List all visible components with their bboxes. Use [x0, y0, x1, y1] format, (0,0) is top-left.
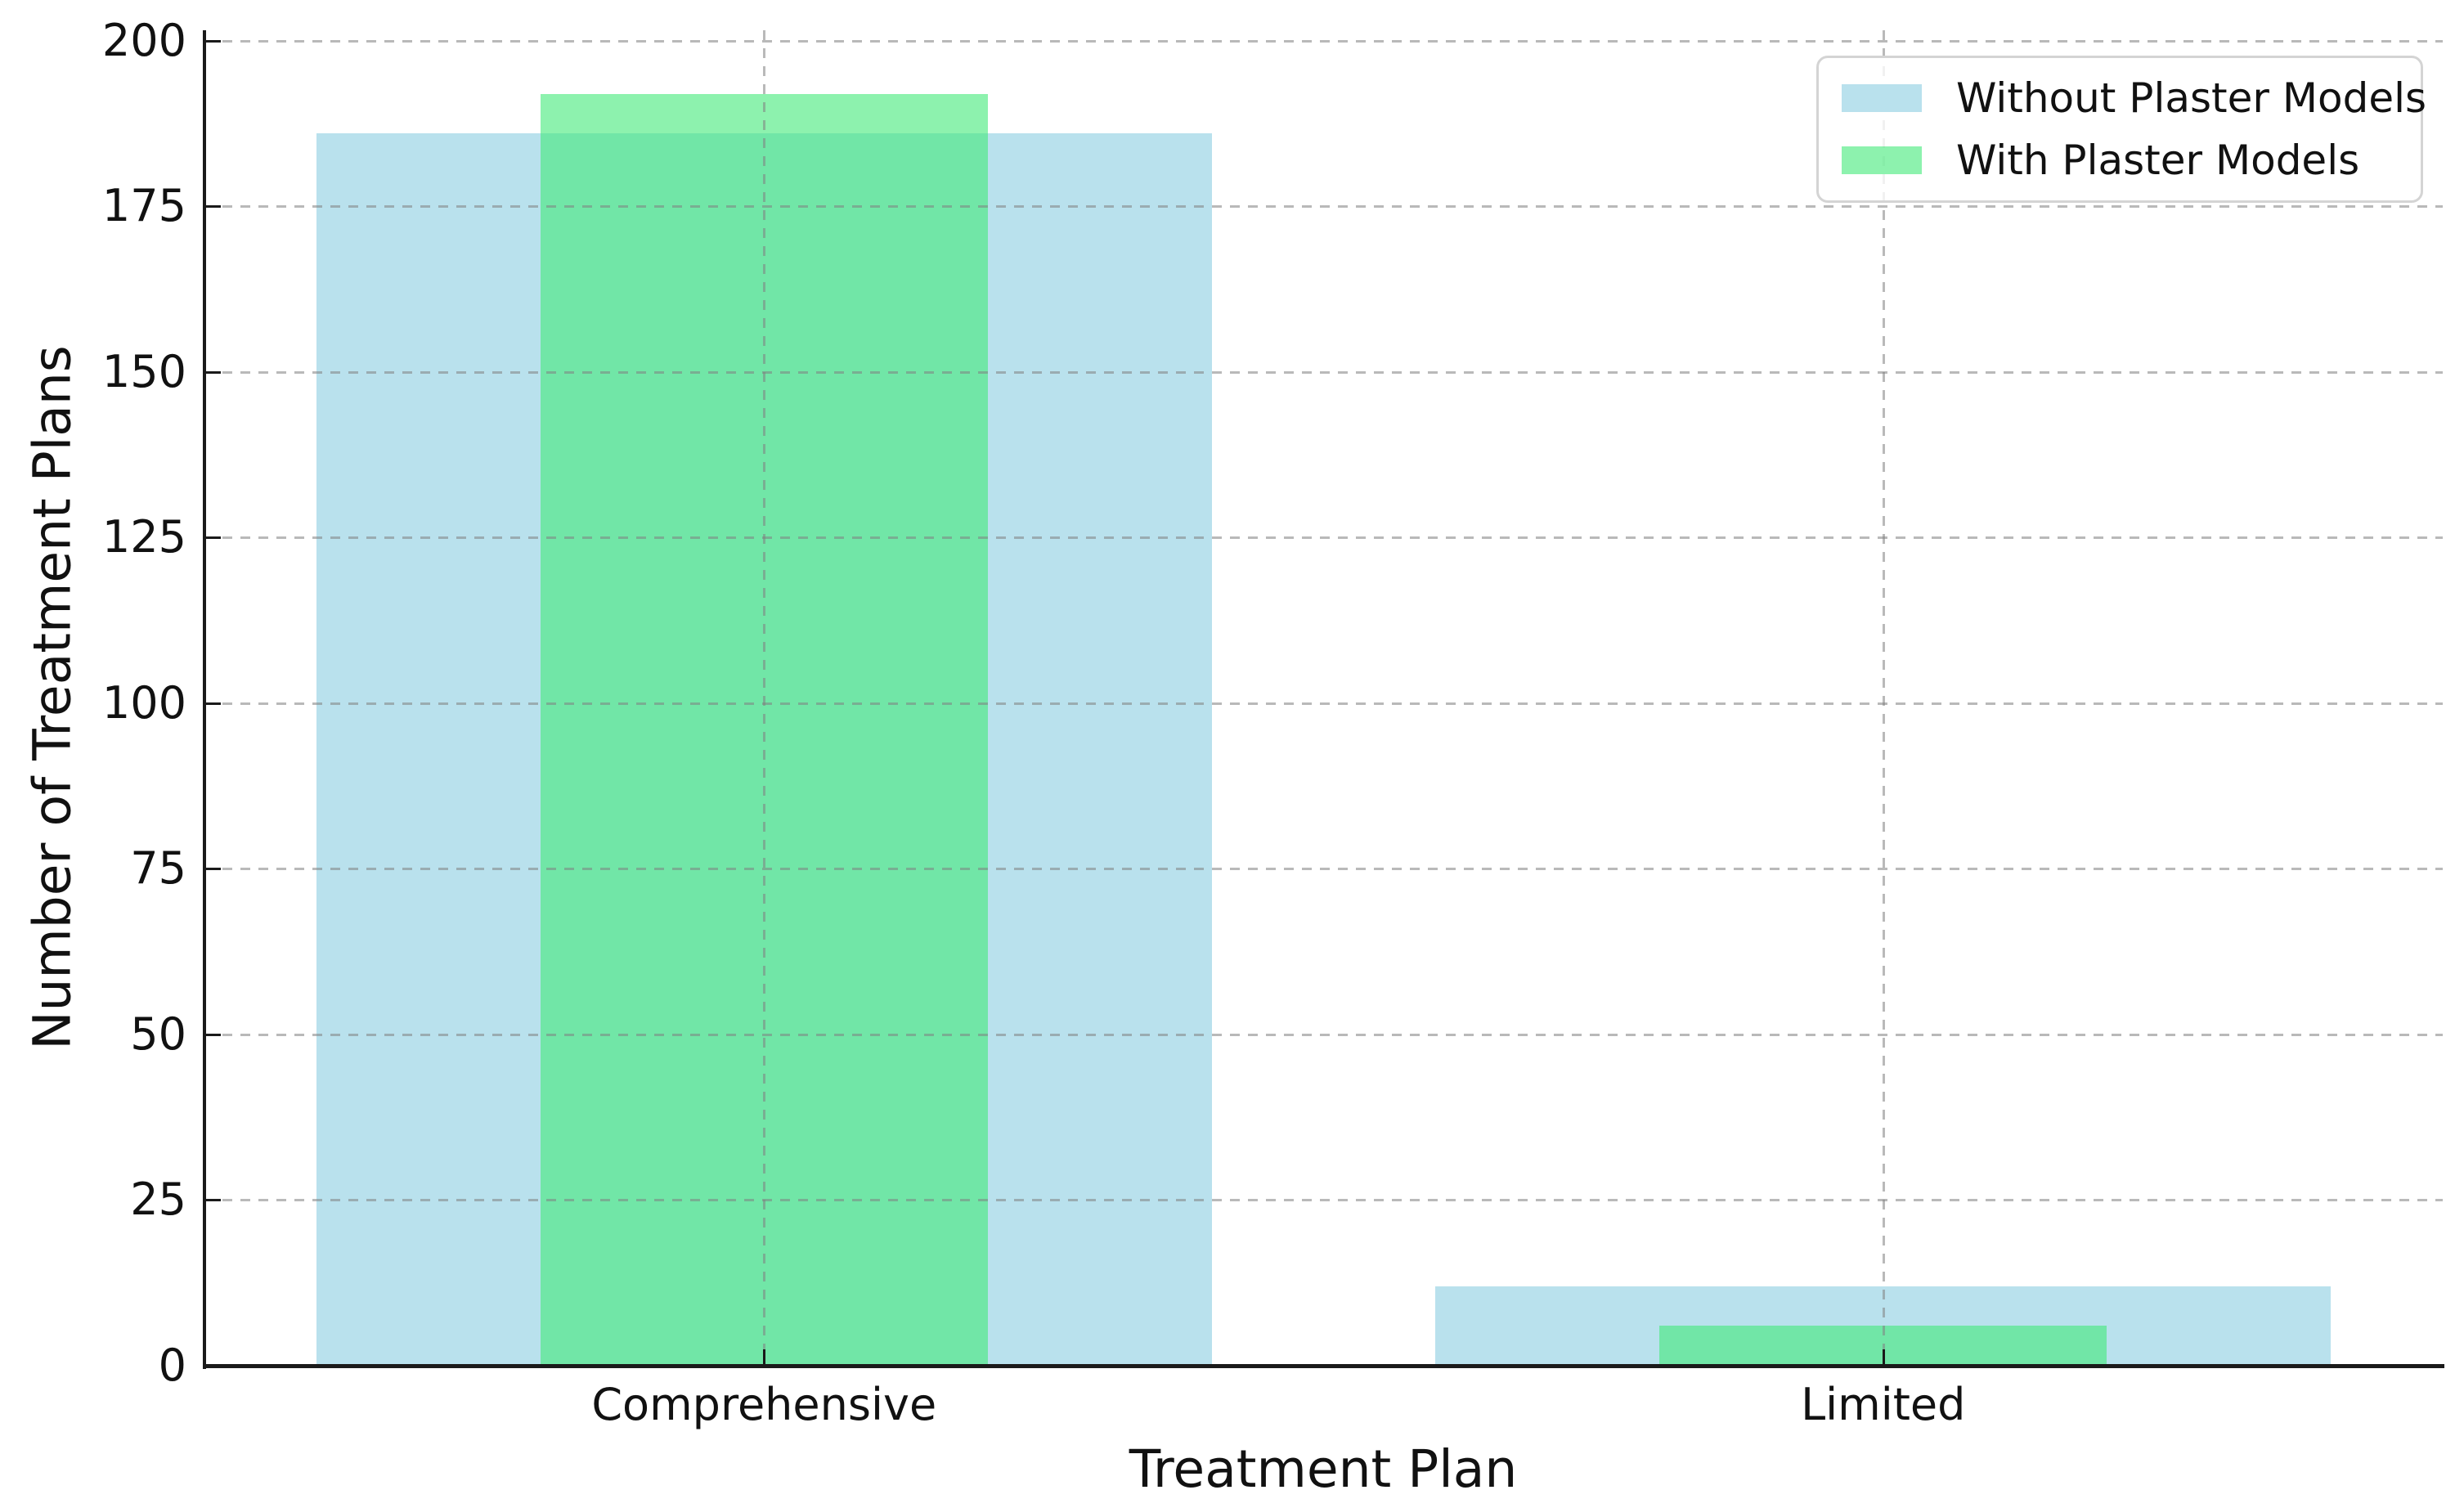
y-tick-mark-0 — [204, 1365, 221, 1367]
y-tick-label-50: 50 — [130, 1008, 186, 1060]
legend-row-0: Without Plaster Models — [1842, 78, 2426, 119]
gridline-y-100 — [204, 702, 2443, 705]
y-tick-mark-75 — [204, 868, 221, 871]
y-tick-mark-50 — [204, 1033, 221, 1036]
gridline-x-comprehensive — [763, 30, 766, 1366]
x-tick-mark-comprehensive — [763, 1349, 766, 1366]
y-axis-label: Number of Treatment Plans — [22, 345, 83, 1050]
gridline-y-50 — [204, 1033, 2443, 1036]
gridline-y-125 — [204, 536, 2443, 540]
y-axis-spine — [203, 30, 206, 1369]
y-tick-mark-150 — [204, 370, 221, 374]
gridline-y-25 — [204, 1199, 2443, 1202]
y-tick-label-25: 25 — [130, 1174, 186, 1226]
y-tick-mark-25 — [204, 1199, 221, 1202]
x-tick-label-comprehensive: Comprehensive — [591, 1379, 937, 1430]
x-tick-mark-limited — [1882, 1349, 1885, 1366]
gridline-y-175 — [204, 205, 2443, 209]
legend-row-1: With Plaster Models — [1842, 140, 2398, 181]
gridline-y-75 — [204, 868, 2443, 871]
y-tick-mark-125 — [204, 536, 221, 540]
x-axis-spine — [203, 1364, 2444, 1368]
y-tick-label-0: 0 — [158, 1340, 186, 1391]
y-tick-mark-100 — [204, 702, 221, 705]
y-tick-mark-200 — [204, 39, 221, 43]
gridline-y-150 — [204, 370, 2443, 374]
gridline-x-limited — [1882, 30, 1885, 1366]
x-tick-label-limited: Limited — [1801, 1379, 1966, 1430]
y-tick-label-125: 125 — [101, 511, 186, 563]
legend-label-1: With Plaster Models — [1956, 137, 2360, 184]
x-axis-label: Treatment Plan — [1129, 1439, 1518, 1499]
plot-area — [203, 30, 2444, 1369]
gridline-y-200 — [204, 39, 2443, 43]
y-tick-label-200: 200 — [101, 14, 186, 66]
legend-swatch-0 — [1842, 84, 1922, 112]
y-tick-label-150: 150 — [101, 345, 186, 397]
y-tick-mark-175 — [204, 205, 221, 209]
legend-label-0: Without Plaster Models — [1956, 74, 2427, 122]
legend-swatch-1 — [1842, 146, 1922, 174]
y-tick-label-75: 75 — [130, 842, 186, 895]
y-tick-label-175: 175 — [101, 180, 186, 232]
legend: Without Plaster Models With Plaster Model… — [1816, 56, 2426, 203]
y-tick-label-100: 100 — [101, 676, 186, 729]
